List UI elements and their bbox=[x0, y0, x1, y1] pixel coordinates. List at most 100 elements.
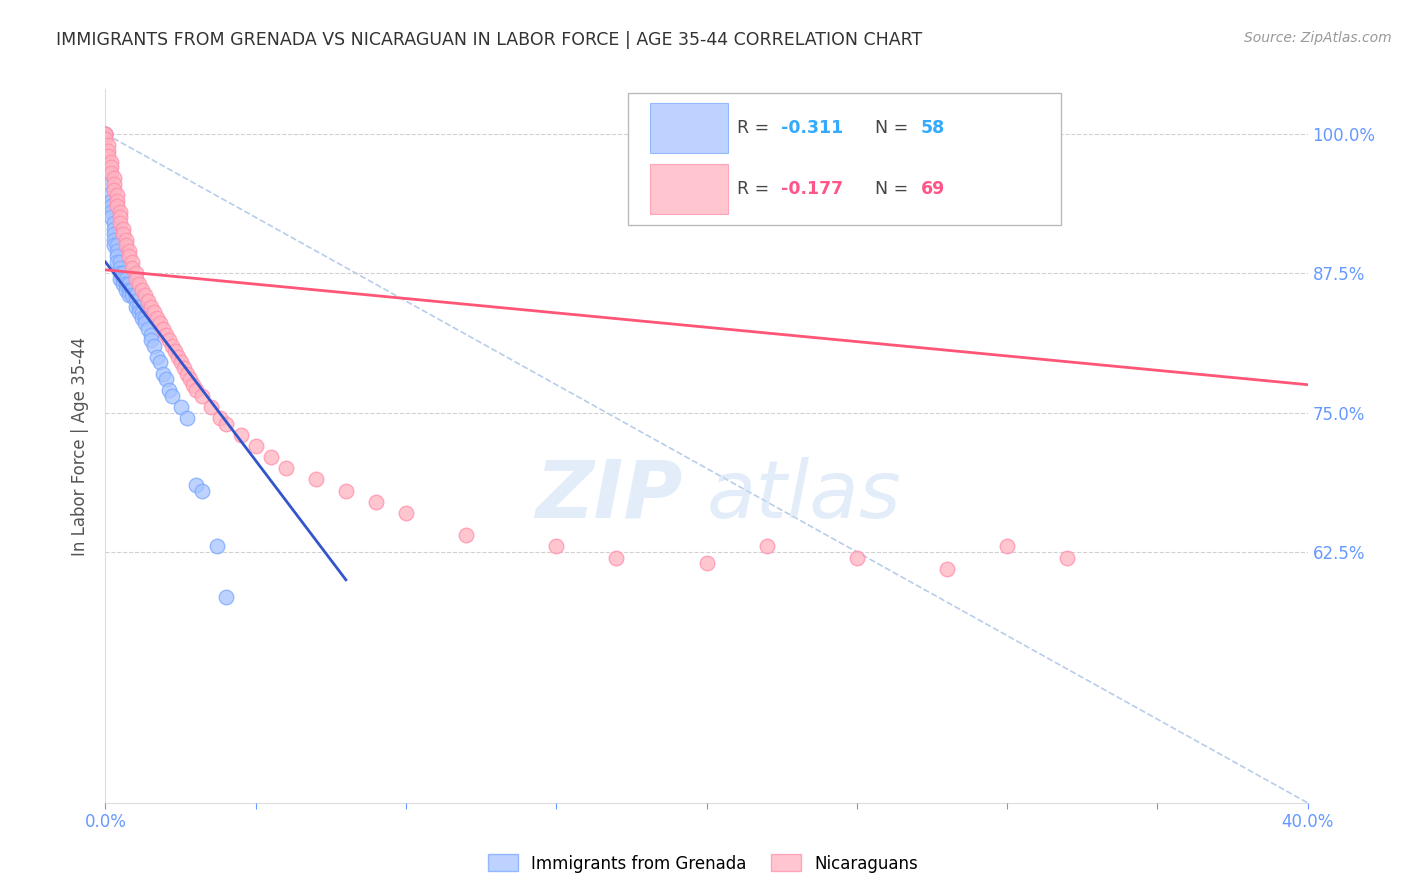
Point bbox=[110, 204, 132, 219]
Point bbox=[454, 528, 477, 542]
Point bbox=[97, 166, 120, 180]
Point bbox=[166, 350, 188, 364]
Point bbox=[100, 154, 122, 169]
Point bbox=[274, 461, 297, 475]
Point bbox=[110, 216, 132, 230]
Point bbox=[157, 333, 180, 347]
Point bbox=[118, 250, 141, 264]
Legend: Immigrants from Grenada, Nicaraguans: Immigrants from Grenada, Nicaraguans bbox=[481, 847, 925, 880]
Point bbox=[103, 171, 125, 186]
Point bbox=[107, 194, 129, 208]
Point bbox=[1056, 550, 1078, 565]
Point bbox=[100, 204, 122, 219]
Point bbox=[305, 473, 328, 487]
Point bbox=[115, 277, 138, 292]
Point bbox=[145, 350, 167, 364]
Point bbox=[139, 300, 162, 314]
Point bbox=[97, 177, 120, 191]
Point bbox=[110, 260, 132, 275]
Point bbox=[118, 283, 141, 297]
Point bbox=[107, 244, 129, 258]
Text: Source: ZipAtlas.com: Source: ZipAtlas.com bbox=[1244, 31, 1392, 45]
Point bbox=[131, 310, 153, 325]
Point bbox=[157, 384, 180, 398]
Point bbox=[176, 367, 198, 381]
Text: R =: R = bbox=[737, 180, 775, 198]
Point bbox=[121, 288, 143, 302]
FancyBboxPatch shape bbox=[650, 103, 728, 153]
Point bbox=[94, 132, 117, 146]
Point bbox=[131, 283, 153, 297]
Point bbox=[163, 344, 186, 359]
Point bbox=[103, 221, 125, 235]
Point bbox=[118, 244, 141, 258]
Point bbox=[142, 338, 165, 352]
Point bbox=[103, 177, 125, 191]
Point bbox=[214, 590, 236, 604]
Point bbox=[128, 305, 150, 319]
Point bbox=[97, 188, 120, 202]
FancyBboxPatch shape bbox=[628, 93, 1062, 225]
Point bbox=[124, 266, 146, 280]
Point bbox=[103, 216, 125, 230]
Point bbox=[139, 327, 162, 342]
Point bbox=[173, 361, 195, 376]
Text: 69: 69 bbox=[921, 180, 945, 198]
Point bbox=[936, 562, 959, 576]
Point bbox=[128, 300, 150, 314]
Point bbox=[190, 389, 212, 403]
Point bbox=[110, 255, 132, 269]
Text: 58: 58 bbox=[921, 120, 945, 137]
Point bbox=[94, 127, 117, 141]
Point bbox=[115, 238, 138, 252]
Point bbox=[103, 182, 125, 196]
Text: -0.177: -0.177 bbox=[782, 180, 844, 198]
Point bbox=[395, 506, 418, 520]
Point bbox=[97, 149, 120, 163]
Point bbox=[100, 199, 122, 213]
Point bbox=[546, 539, 568, 553]
Point bbox=[134, 317, 156, 331]
Point bbox=[208, 411, 231, 425]
Point bbox=[103, 227, 125, 241]
Point bbox=[100, 166, 122, 180]
Point bbox=[110, 266, 132, 280]
Point bbox=[176, 411, 198, 425]
Point bbox=[155, 372, 177, 386]
Text: IMMIGRANTS FROM GRENADA VS NICARAGUAN IN LABOR FORCE | AGE 35-44 CORRELATION CHA: IMMIGRANTS FROM GRENADA VS NICARAGUAN IN… bbox=[56, 31, 922, 49]
Point bbox=[110, 211, 132, 225]
Point bbox=[121, 283, 143, 297]
Point bbox=[115, 271, 138, 285]
Point bbox=[184, 478, 207, 492]
Point bbox=[124, 300, 146, 314]
Text: R =: R = bbox=[737, 120, 775, 137]
Point bbox=[142, 305, 165, 319]
Point bbox=[115, 283, 138, 297]
Point bbox=[112, 277, 135, 292]
Point bbox=[124, 293, 146, 308]
Point bbox=[97, 144, 120, 158]
Point bbox=[152, 367, 174, 381]
Point bbox=[179, 372, 201, 386]
Point bbox=[121, 260, 143, 275]
Point bbox=[100, 194, 122, 208]
Point bbox=[145, 310, 167, 325]
Point bbox=[184, 384, 207, 398]
Text: N =: N = bbox=[875, 180, 914, 198]
Text: N =: N = bbox=[875, 120, 914, 137]
Point bbox=[118, 288, 141, 302]
Point bbox=[107, 188, 129, 202]
Point bbox=[107, 238, 129, 252]
Point bbox=[169, 400, 191, 414]
Point bbox=[755, 539, 778, 553]
Point bbox=[995, 539, 1018, 553]
Point bbox=[107, 199, 129, 213]
Point bbox=[100, 211, 122, 225]
Point bbox=[110, 271, 132, 285]
Point bbox=[112, 271, 135, 285]
Point bbox=[152, 322, 174, 336]
Point bbox=[103, 233, 125, 247]
Point bbox=[190, 483, 212, 498]
Text: -0.311: -0.311 bbox=[782, 120, 844, 137]
Point bbox=[107, 250, 129, 264]
